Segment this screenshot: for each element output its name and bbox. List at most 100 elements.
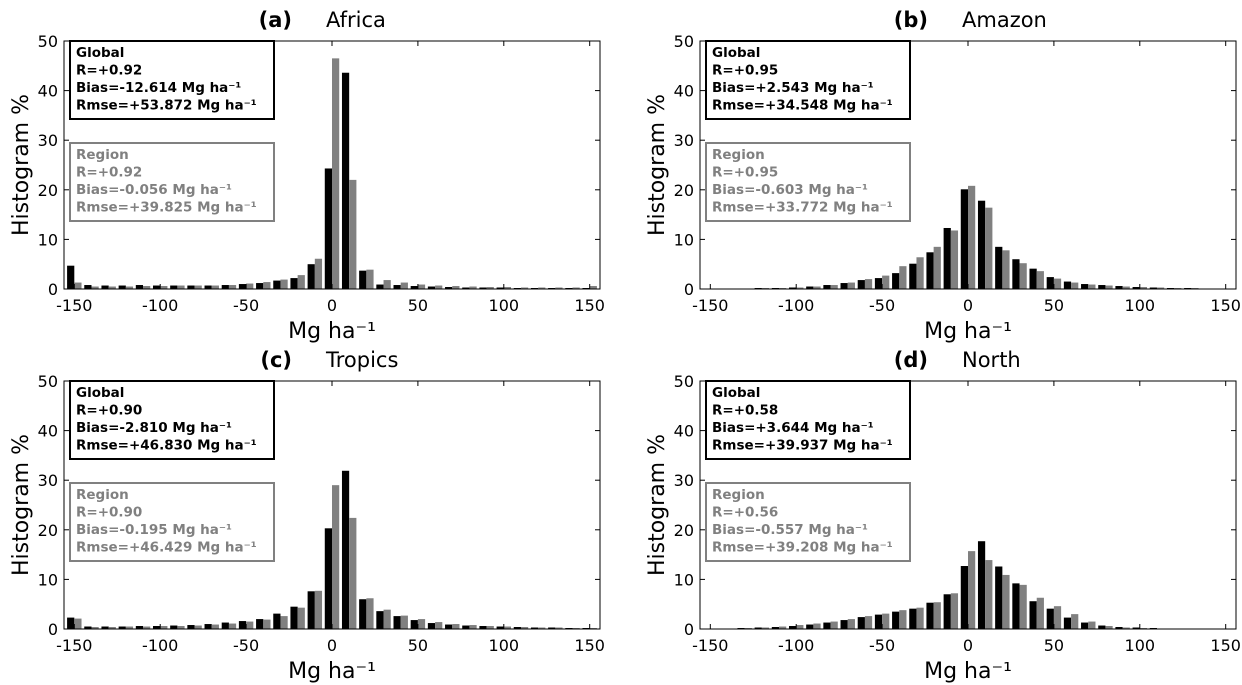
bar-global-70 — [1081, 622, 1089, 629]
chart-title: Amazon — [962, 8, 1047, 32]
bar-region-90 — [1122, 627, 1130, 629]
bar-global-70 — [445, 624, 453, 629]
bar-global--20 — [926, 602, 934, 629]
bar-region-50 — [417, 284, 426, 289]
bar-global--10 — [943, 594, 951, 629]
bar-region--120 — [761, 627, 770, 629]
stats-box-frame — [69, 380, 275, 460]
bar-global--50 — [874, 614, 883, 629]
bar-global--70 — [204, 624, 212, 629]
chart-panel-c: -150 -100 -50 0 50 100 150 0 10 20 30 40 50 Mg ha⁻¹ Hi… — [9, 348, 605, 684]
bar-global-60 — [1063, 281, 1072, 289]
bar-region--70 — [211, 285, 219, 289]
bar-region--50 — [882, 613, 890, 629]
bar-global-120 — [530, 627, 539, 629]
x-tick-label: 0 — [327, 636, 337, 655]
series-region — [74, 58, 597, 289]
x-tick-label: 0 — [963, 296, 973, 315]
stats-line: Rmse=+39.825 Mg ha⁻¹ — [76, 200, 257, 216]
y-tick-label: 0 — [48, 620, 58, 639]
bar-region--50 — [246, 621, 254, 629]
bar-global--130 — [101, 626, 109, 629]
bar-global--20 — [926, 252, 934, 289]
bar-global--90 — [170, 625, 178, 629]
bar-region--40 — [263, 619, 271, 629]
bar-region-130 — [555, 627, 563, 629]
bar-global--40 — [256, 283, 264, 289]
bar-region--90 — [177, 285, 185, 289]
bar-region--70 — [211, 624, 219, 629]
bar-global--110 — [771, 627, 780, 629]
bar-region--90 — [177, 626, 185, 629]
bar-global--130 — [101, 285, 109, 289]
chart-title: Africa — [326, 8, 386, 32]
bar-global-60 — [1063, 617, 1072, 629]
bar-region--100 — [160, 626, 168, 629]
bar-global--100 — [788, 626, 797, 629]
bar-region--10 — [950, 593, 959, 629]
bar-global-80 — [1098, 285, 1106, 289]
chart-panel-a: -150 -100 -50 0 50 100 150 0 10 20 30 40 50 Mg ha⁻¹ Hi… — [9, 8, 605, 344]
bar-region--60 — [864, 616, 873, 629]
bar-region--50 — [246, 283, 254, 289]
bar-region-80 — [469, 286, 477, 289]
bar-global-10 — [341, 72, 350, 290]
bar-region-60 — [1071, 614, 1079, 629]
stats-line: Global — [712, 45, 760, 61]
bar-region-90 — [486, 626, 494, 629]
stats-line: Bias=-2.810 Mg ha⁻¹ — [76, 420, 232, 436]
bar-global--150 — [67, 617, 75, 629]
bar-global-80 — [462, 625, 470, 629]
bar-region-70 — [1088, 621, 1096, 629]
bar-global-100 — [496, 626, 504, 629]
y-tick-label: 50 — [674, 372, 694, 391]
bar-global--60 — [857, 280, 865, 289]
bar-region--130 — [108, 627, 116, 629]
bar-region--110 — [143, 626, 151, 629]
x-tick-label: 100 — [489, 296, 520, 315]
bar-global-40 — [1029, 601, 1037, 629]
bar-global-100 — [496, 287, 504, 289]
stats-line: Bias=+3.644 Mg ha⁻¹ — [712, 420, 874, 436]
bar-region--50 — [882, 275, 890, 289]
y-tick-label: 0 — [48, 280, 58, 299]
bar-region-70 — [1088, 284, 1096, 289]
bar-region--100 — [796, 625, 804, 629]
stats-line: R=+0.90 — [76, 403, 142, 419]
bar-global--120 — [754, 627, 762, 629]
stats-line: Region — [712, 487, 765, 503]
bar-region-20 — [1002, 250, 1010, 289]
stats-line: Bias=-0.603 Mg ha⁻¹ — [712, 182, 868, 198]
bar-region-0 — [332, 58, 340, 289]
bar-global--50 — [874, 278, 883, 289]
bar-global-50 — [1046, 608, 1054, 629]
bar-global--20 — [290, 278, 298, 289]
bar-region-70 — [452, 286, 460, 289]
x-tick-label: -100 — [778, 636, 814, 655]
bar-region-100 — [503, 287, 512, 289]
bar-global--60 — [221, 622, 229, 629]
bar-region-10 — [985, 560, 993, 629]
bar-global--100 — [152, 285, 161, 289]
stats-line: Bias=+2.543 Mg ha⁻¹ — [712, 80, 874, 96]
bar-global-70 — [1081, 284, 1089, 289]
x-axis-label: Mg ha⁻¹ — [924, 659, 1012, 684]
y-tick-label: 40 — [38, 82, 58, 101]
bar-region-80 — [1105, 626, 1113, 629]
y-tick-label: 10 — [674, 570, 694, 589]
stats-line: Region — [76, 487, 129, 503]
bar-region--10 — [314, 258, 323, 289]
series-region — [710, 551, 1233, 629]
bar-global-0 — [960, 189, 968, 289]
bar-region--70 — [847, 619, 855, 629]
x-tick-label: 150 — [1210, 296, 1241, 315]
stats-line: R=+0.56 — [712, 505, 778, 521]
series-region — [74, 485, 597, 629]
y-tick-label: 10 — [38, 230, 58, 249]
y-tick-label: 10 — [38, 570, 58, 589]
y-axis-label: Histogram % — [645, 434, 670, 576]
x-tick-label: -50 — [233, 636, 259, 655]
bar-region--80 — [830, 285, 838, 289]
x-tick-label: 150 — [574, 636, 605, 655]
